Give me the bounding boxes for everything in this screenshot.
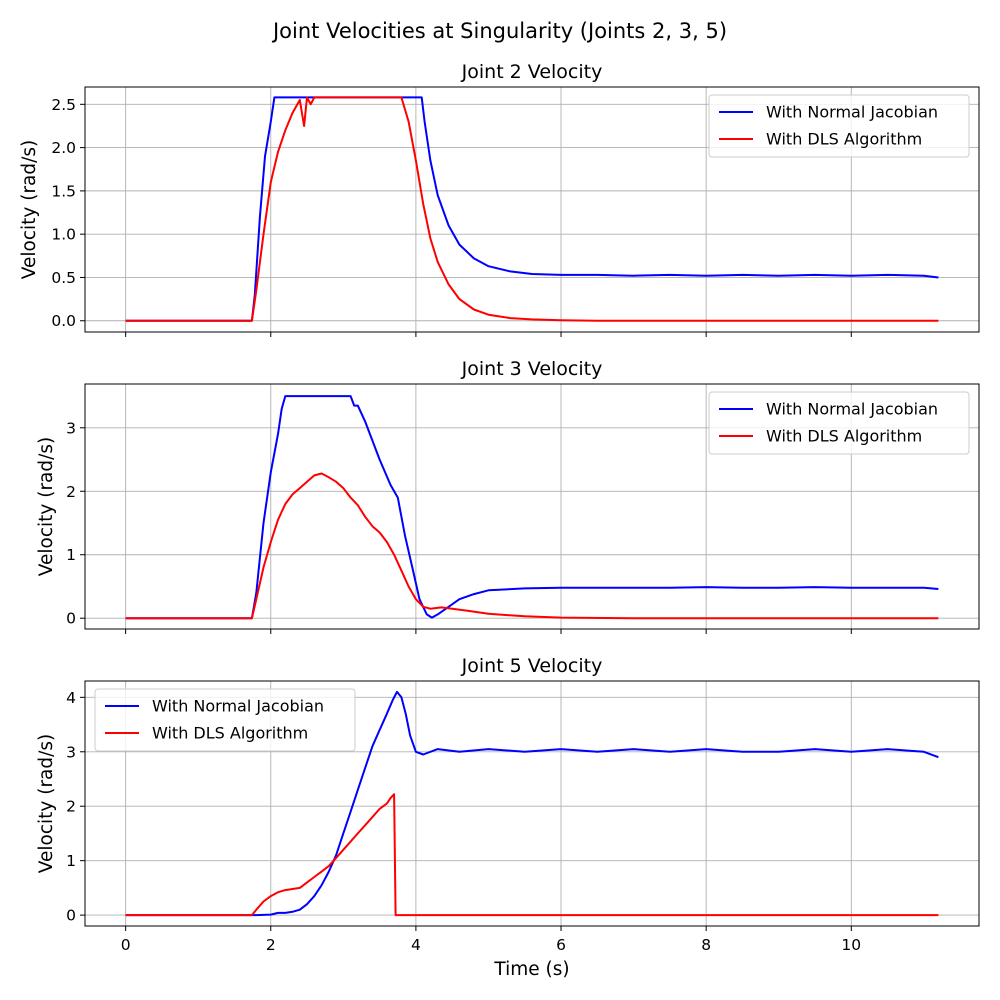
series-dls-line (125, 96, 939, 322)
figure-suptitle: Joint Velocities at Singularity (Joints … (271, 19, 727, 43)
x-tick-label: 2 (266, 936, 276, 954)
panel-title: Joint 2 Velocity (461, 61, 603, 83)
y-tick-label: 1.0 (51, 226, 76, 244)
legend: With Normal Jacobian With DLS Algorithm (94, 688, 356, 752)
legend-label: With DLS Algorithm (766, 130, 922, 149)
y-tick-label: 2.5 (51, 96, 76, 114)
panel-joint-5: 0 2 4 6 8 10 0 1 2 3 4 Joint 5 Velocity Velocity (ra… (36, 655, 980, 954)
axes-frame (84, 383, 980, 630)
legend-label: With DLS Algorithm (152, 724, 308, 743)
legend: With Normal Jacobian With DLS Algorithm (708, 391, 970, 455)
y-tick-label: 2 (66, 483, 76, 501)
panel-joint-2: 0.0 0.5 1.0 1.5 2.0 2.5 Joint 2 Velocity Veloci… (19, 61, 980, 337)
legend: With Normal Jacobian With DLS Algorithm (708, 94, 970, 158)
panel-title: Joint 5 Velocity (461, 655, 603, 677)
y-tick-label: 1 (66, 852, 76, 870)
legend-box (708, 94, 970, 158)
x-tick-label: 4 (411, 936, 421, 954)
x-tick-label: 8 (701, 936, 711, 954)
y-tick-label: 1 (66, 546, 76, 564)
y-tick-label: 1.5 (51, 182, 76, 200)
series-normal-jacobian-line (125, 690, 939, 917)
legend-label: With Normal Jacobian (766, 103, 938, 122)
y-axis-label: Velocity (rad/s) (36, 437, 57, 576)
series-normal-jacobian-line (125, 395, 939, 620)
axes-frame (84, 680, 980, 927)
x-axis-label: Time (s) (493, 959, 569, 980)
y-tick-label: 0 (66, 610, 76, 628)
series-dls-line (125, 472, 939, 620)
y-tick-label: 3 (66, 419, 76, 437)
axes-frame (84, 86, 980, 333)
legend-label: With DLS Algorithm (766, 427, 922, 446)
x-tick-label: 10 (841, 936, 861, 954)
panel-joint-3: 0 1 2 3 Joint 3 Velocity Velocity (rad/s) With… (36, 358, 980, 634)
x-tick-label: 6 (556, 936, 566, 954)
x-tick-label: 0 (121, 936, 131, 954)
y-tick-label: 2.0 (51, 139, 76, 157)
panel-title: Joint 3 Velocity (461, 358, 603, 380)
series-dls-line (125, 793, 939, 917)
y-axis-label: Velocity (rad/s) (19, 140, 40, 279)
y-tick-label: 0 (66, 907, 76, 925)
series-normal-jacobian-line (125, 96, 939, 322)
legend-label: With Normal Jacobian (152, 697, 324, 716)
y-tick-label: 2 (66, 798, 76, 816)
y-tick-label: 4 (66, 689, 76, 707)
y-tick-label: 0.0 (51, 312, 76, 330)
legend-box (94, 688, 356, 752)
y-axis-label: Velocity (rad/s) (36, 734, 57, 873)
legend-label: With Normal Jacobian (766, 400, 938, 419)
legend-box (708, 391, 970, 455)
y-tick-label: 3 (66, 743, 76, 761)
y-tick-label: 0.5 (51, 269, 76, 287)
